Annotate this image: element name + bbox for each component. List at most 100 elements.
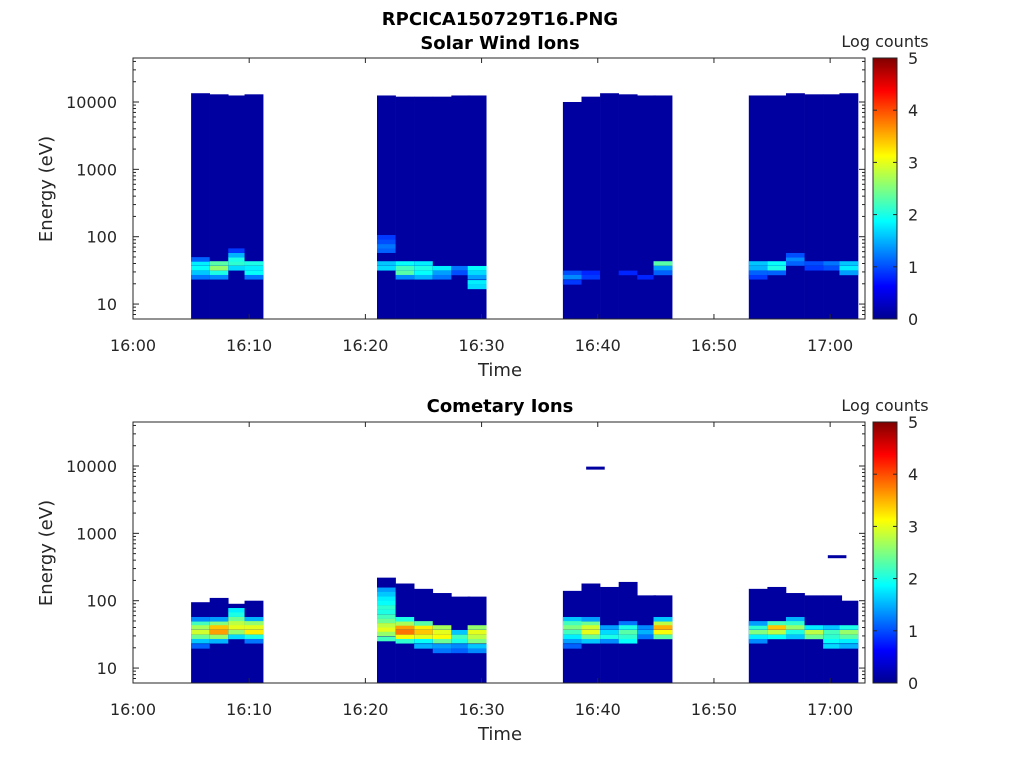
cometary-panel: Cometary Ions 16:00 16:10 16:20 16:30 16:40 1… <box>36 396 929 745</box>
y-axis-label: Energy (eV) <box>36 136 57 242</box>
heatmap-cell <box>618 629 638 635</box>
heatmap-cell <box>191 261 210 266</box>
heatmap-cell <box>377 591 396 597</box>
heatmap-column <box>414 96 434 319</box>
heatmap-cell <box>244 270 264 276</box>
heatmap-cell <box>637 634 657 640</box>
heatmap-cells <box>191 466 859 683</box>
colorbar: 0 1 2 3 4 5 Log counts <box>841 396 928 693</box>
heatmap-cell <box>451 265 471 271</box>
heatmap-cell <box>395 621 415 626</box>
heatmap-cell <box>414 625 434 630</box>
x-axis: 16:00 16:10 16:20 16:30 16:40 16:50 17:00 <box>110 58 853 355</box>
heatmap-column <box>191 93 210 319</box>
colorbar-ticks: 0 1 2 3 4 5 <box>873 413 918 693</box>
heatmap-cell <box>562 616 582 622</box>
heatmap-column <box>637 95 657 319</box>
heatmap-cell <box>377 587 396 593</box>
colorbar-gradient <box>872 57 898 320</box>
solar-wind-panel: Solar Wind Ions 16:00 16:10 16:20 16:30 16:4… <box>36 32 929 381</box>
y-tick-label: 10 <box>97 659 117 678</box>
heatmap-cell <box>451 629 471 635</box>
heatmap-column <box>432 96 452 319</box>
heatmap-cell <box>653 625 673 630</box>
heatmap-cell <box>414 261 434 266</box>
heatmap-cell <box>823 634 843 640</box>
x-tick-label: 16:50 <box>691 700 737 719</box>
heatmap-cell <box>395 638 415 644</box>
colorbar-tick-label: 5 <box>908 49 918 68</box>
colorbar-tick-label: 3 <box>908 153 918 172</box>
x-tick-label: 16:50 <box>691 336 737 355</box>
heatmap-cell <box>767 621 787 626</box>
heatmap-cell <box>209 265 229 271</box>
heatmap-cell <box>637 625 657 630</box>
heatmap-column <box>823 94 843 320</box>
heatmap-cell <box>395 625 415 630</box>
heatmap-cell <box>414 621 434 626</box>
heatmap-cell <box>637 629 657 635</box>
heatmap-cell <box>785 257 805 262</box>
colorbar-tick-label: 5 <box>908 413 918 432</box>
heatmap-cell <box>804 265 824 271</box>
colorbar-label: Log counts <box>841 396 928 415</box>
heatmap-cell <box>451 634 471 640</box>
heatmap-cell <box>191 257 210 262</box>
heatmap-cell <box>228 261 248 266</box>
heatmap-cell <box>804 625 824 630</box>
heatmap-cell <box>244 629 264 635</box>
heatmap-cell <box>228 616 248 622</box>
figure-title: RPCICA150729T16.PNG <box>382 9 618 30</box>
heatmap-cell <box>653 261 673 266</box>
heatmap-cell <box>785 252 805 258</box>
heatmap-column <box>618 94 638 320</box>
colorbar-tick-label: 2 <box>908 570 918 589</box>
heatmap-cell <box>748 625 768 630</box>
heatmap-cell <box>191 638 210 644</box>
heatmap-cell <box>581 629 601 635</box>
x-tick-label: 16:30 <box>459 700 505 719</box>
heatmap-cell <box>748 621 768 626</box>
x-tick-label: 16:00 <box>110 336 156 355</box>
heatmap-cell <box>228 265 248 271</box>
heatmap-column <box>228 95 248 319</box>
heatmap-cell <box>228 634 248 640</box>
colorbar-tick-label: 2 <box>908 206 918 225</box>
panel-title: Cometary Ions <box>427 396 574 417</box>
heatmap-cell <box>748 634 768 640</box>
y-axis: 10 100 1000 10000 <box>66 424 865 684</box>
heatmap-cell <box>467 644 487 649</box>
heatmap-cell <box>562 270 582 276</box>
heatmap-cell <box>377 631 396 637</box>
heatmap-column <box>804 94 824 320</box>
heatmap-cell <box>191 625 210 630</box>
heatmap-cell <box>209 261 229 266</box>
heatmap-cell <box>581 634 601 640</box>
heatmap-cell <box>823 265 843 271</box>
heatmap-cell <box>767 629 787 635</box>
heatmap-column <box>600 93 619 319</box>
y-axis: 10 100 1000 10000 <box>66 60 865 320</box>
heatmap-cell <box>562 280 582 285</box>
heatmap-cell <box>395 265 415 271</box>
heatmap-cell <box>432 274 452 280</box>
heatmap-cell <box>395 629 415 635</box>
heatmap-cell <box>395 274 415 280</box>
colorbar-tick-label: 4 <box>908 101 918 120</box>
heatmap-cell <box>748 629 768 635</box>
heatmap-cell <box>839 644 859 649</box>
colorbar-tick-label: 3 <box>908 517 918 536</box>
heatmap-cell <box>377 605 396 610</box>
heatmap-cell <box>377 614 396 619</box>
heatmap-cell <box>804 261 824 266</box>
heatmap-cell <box>191 265 210 271</box>
x-tick-label: 16:20 <box>342 700 388 719</box>
heatmap-column <box>244 94 264 320</box>
heatmap-cell <box>191 644 210 649</box>
heatmap-cell <box>748 638 768 644</box>
heatmap-point <box>586 466 605 470</box>
heatmap-cell <box>748 265 768 271</box>
heatmap-cell <box>244 616 264 622</box>
y-tick-label: 10000 <box>66 457 117 476</box>
colorbar-tick-label: 1 <box>908 622 918 641</box>
